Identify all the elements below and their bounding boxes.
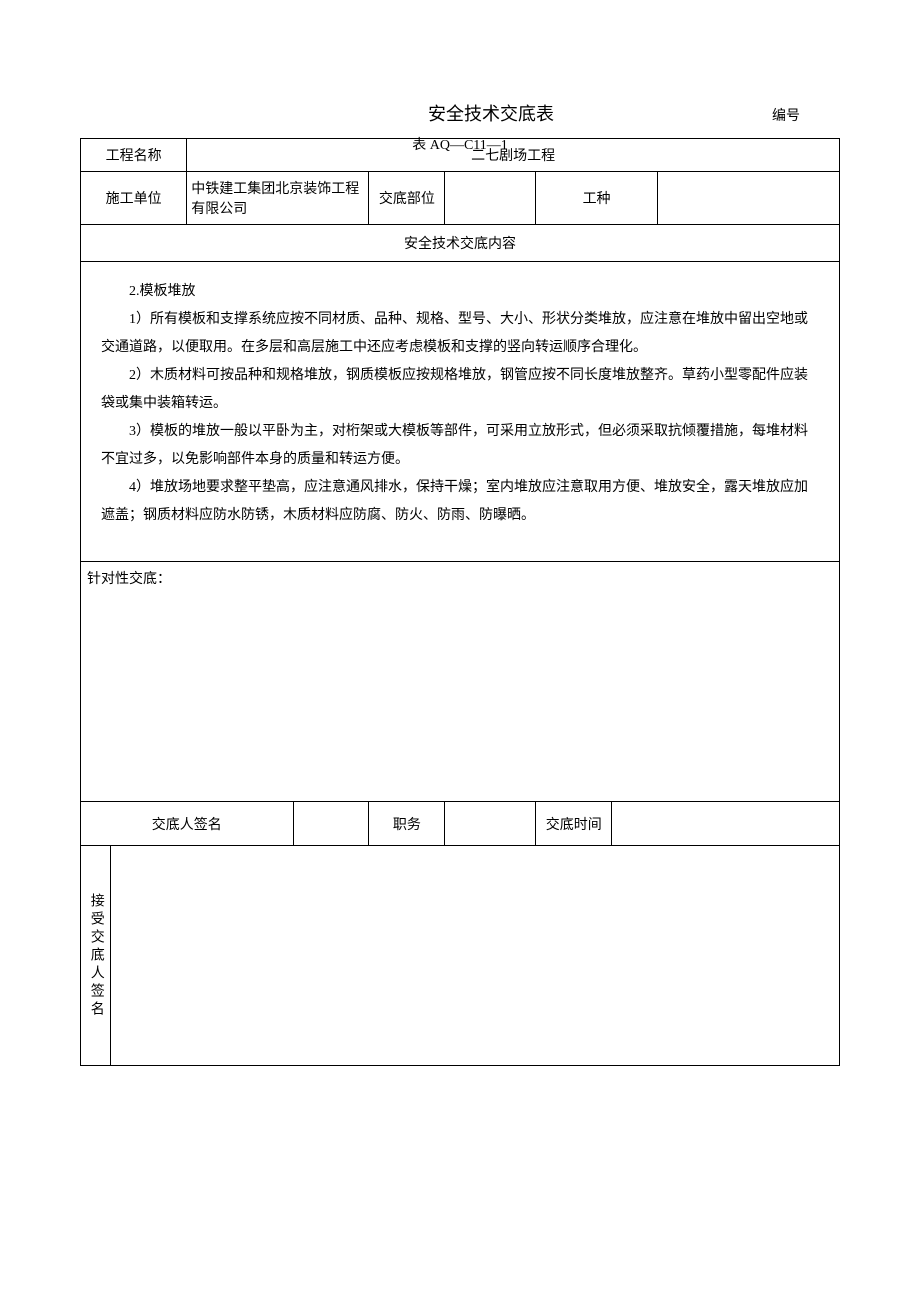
disclosure-time-value xyxy=(612,802,840,846)
disclosure-part-value xyxy=(445,172,536,225)
document-title: 安全技术交底表 xyxy=(80,100,772,126)
work-type-label: 工种 xyxy=(536,172,657,225)
form-number-label: 编号 xyxy=(772,105,840,125)
receiver-signature-area xyxy=(111,846,840,1066)
construction-unit-value: 中铁建工集团北京装饰工程有限公司 xyxy=(187,172,369,225)
content-paragraph-3: 3）模板的堆放一般以平卧为主，对桁架或大模板等部件，可采用立放形式，但必须采取抗… xyxy=(101,418,819,474)
main-table: 工程名称 二七剧场工程 施工单位 中铁建工集团北京装饰工程有限公司 交底部位 工… xyxy=(80,138,840,1066)
position-label: 职务 xyxy=(369,802,445,846)
disclosure-part-label: 交底部位 xyxy=(369,172,445,225)
content-paragraph-1: 1）所有模板和支撑系统应按不同材质、品种、规格、型号、大小、形状分类堆放，应注意… xyxy=(101,306,819,362)
content-section-title: 2.模板堆放 xyxy=(101,278,819,306)
document-subtitle: 表 AQ—C11—1 xyxy=(80,134,840,154)
work-type-value xyxy=(657,172,839,225)
disclosure-time-label: 交底时间 xyxy=(536,802,612,846)
content-heading: 安全技术交底内容 xyxy=(81,225,840,262)
content-paragraph-4: 4）堆放场地要求整平垫高，应注意通风排水，保持干燥；室内堆放应注意取用方便、堆放… xyxy=(101,474,819,530)
discloser-signature-value xyxy=(293,802,369,846)
targeted-disclosure-section: 针对性交底： xyxy=(81,562,840,802)
receiver-signature-label: 接受交底人签名 xyxy=(81,846,111,1066)
discloser-signature-label: 交底人签名 xyxy=(81,802,294,846)
position-value xyxy=(445,802,536,846)
targeted-disclosure-label: 针对性交底： xyxy=(87,572,171,587)
construction-unit-label: 施工单位 xyxy=(81,172,187,225)
content-paragraph-2: 2）木质材料可按品种和规格堆放，钢质模板应按规格堆放，钢管应按不同长度堆放整齐。… xyxy=(101,362,819,418)
content-body: 2.模板堆放 1）所有模板和支撑系统应按不同材质、品种、规格、型号、大小、形状分… xyxy=(81,262,840,562)
